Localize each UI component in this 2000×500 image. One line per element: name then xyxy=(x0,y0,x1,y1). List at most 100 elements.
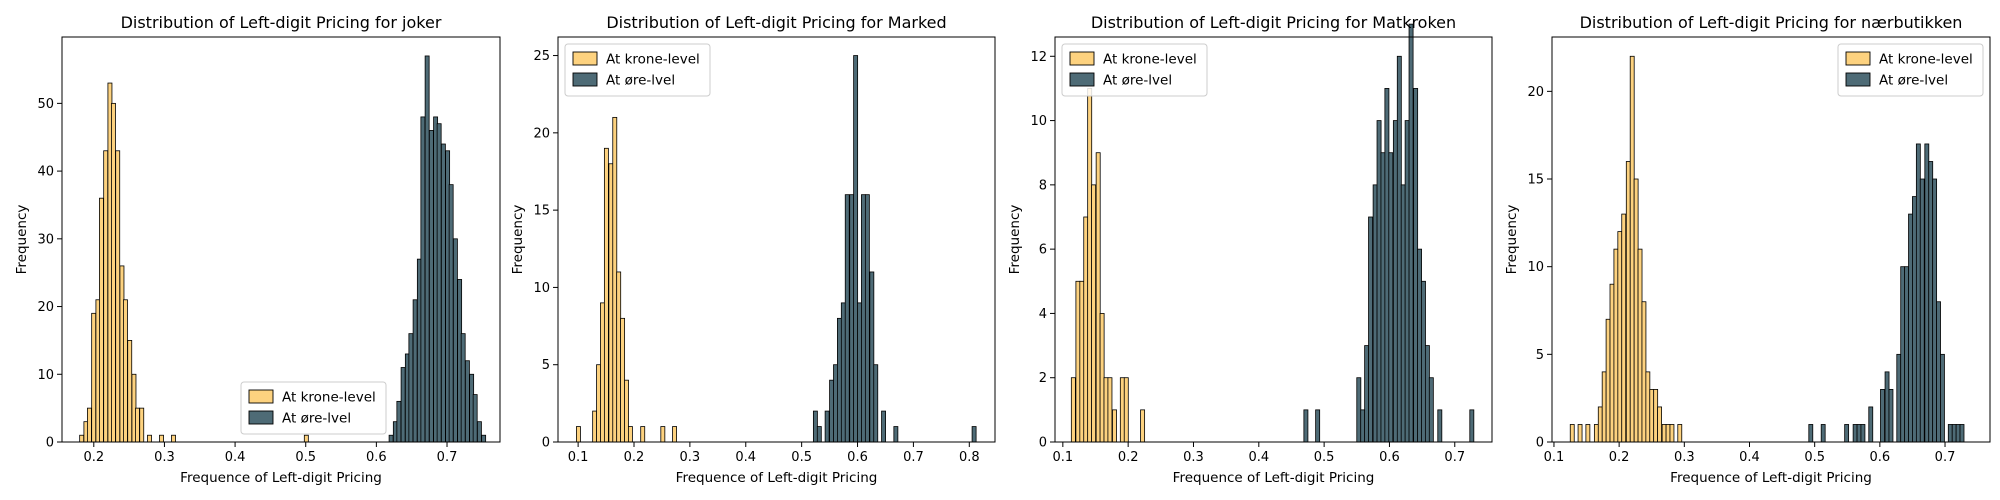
histogram-bar xyxy=(1364,345,1370,443)
histogram-bar xyxy=(1932,178,1938,443)
legend-label: At krone-level xyxy=(1879,52,1973,68)
chart-panel-2: 0.1 0.2 0.3 0.4 0.5 0.6 0.7 0.8 0 5 10 15 20 25 Distri… xyxy=(510,13,996,486)
histogram-bar xyxy=(1880,388,1885,443)
histogram-bar xyxy=(1372,184,1378,443)
histogram-bar xyxy=(1577,424,1583,443)
axes-frame xyxy=(1551,36,1991,443)
histogram-bar xyxy=(576,426,581,443)
y-axis-label: Frequency xyxy=(1504,205,1520,275)
histogram-bar xyxy=(1112,409,1117,443)
histogram-bar xyxy=(1376,120,1382,443)
histogram-bar xyxy=(857,302,862,443)
histogram-bar xyxy=(1633,178,1639,443)
histogram-bar xyxy=(1649,388,1655,443)
y-tick-label: 20 xyxy=(1527,85,1544,100)
x-tick-label: 0.2 xyxy=(83,450,104,465)
histogram-bar xyxy=(1469,409,1475,443)
histogram-bar xyxy=(1665,424,1671,443)
histogram-bar xyxy=(612,116,618,443)
histogram-bar xyxy=(1844,424,1850,443)
histogram-bar xyxy=(1860,424,1866,443)
histogram-bar xyxy=(1421,280,1426,443)
legend-label: At øre-lvel xyxy=(606,73,675,89)
histogram-bar xyxy=(600,302,605,443)
histogram-bar xyxy=(1303,409,1309,443)
y-tick-label: 2 xyxy=(1039,371,1047,386)
y-tick-label: 0 xyxy=(1536,436,1544,451)
histogram-bar xyxy=(592,410,598,443)
legend-label: At krone-level xyxy=(1103,52,1197,68)
legend: At krone-level At øre-lvel xyxy=(1837,43,1984,97)
histogram-bar xyxy=(616,271,622,443)
histogram-bar xyxy=(849,194,855,443)
histogram-bar xyxy=(596,364,601,443)
chart-title: Distribution of Left-digit Pricing for j… xyxy=(121,13,442,32)
legend-label: At øre-lvel xyxy=(282,411,351,427)
axes-frame xyxy=(1054,36,1493,443)
histogram-bar xyxy=(861,194,866,443)
x-axis-label: Frequence of Left-digit Pricing xyxy=(1173,470,1375,486)
x-tick-label: 0.7 xyxy=(903,450,924,465)
histogram-bar xyxy=(1428,377,1434,443)
histogram-bar xyxy=(440,143,446,443)
histogram-bar xyxy=(971,426,977,443)
x-tick-label: 0.7 xyxy=(1935,450,1956,465)
histogram-bar xyxy=(111,102,116,443)
histogram-bar xyxy=(139,407,145,443)
y-tick-label: 5 xyxy=(542,358,550,373)
y-tick-label: 10 xyxy=(37,368,54,383)
x-tick-label: 0.5 xyxy=(295,450,316,465)
histogram-bar xyxy=(1613,248,1619,443)
x-tick-label: 0.7 xyxy=(1444,450,1465,465)
legend-swatch xyxy=(572,72,598,87)
x-tick-label: 0.3 xyxy=(1183,450,1204,465)
axes-frame xyxy=(557,36,996,443)
histogram-bar xyxy=(1400,184,1406,443)
x-tick-label: 0.2 xyxy=(1118,450,1139,465)
x-tick-label: 0.1 xyxy=(1544,450,1565,465)
histogram-bar xyxy=(436,123,442,443)
histogram-bar xyxy=(1896,353,1902,443)
histogram-bar xyxy=(812,410,818,443)
histogram-bar xyxy=(1617,231,1623,443)
y-axis-label: Frequency xyxy=(1007,205,1023,275)
histogram-bar xyxy=(1413,88,1419,443)
histogram-bar xyxy=(1657,406,1662,443)
histogram-bar xyxy=(853,55,859,443)
histogram-bar xyxy=(1856,424,1862,443)
histogram-bar xyxy=(608,163,614,443)
histogram-bar xyxy=(91,312,97,443)
histogram-bar xyxy=(881,410,886,443)
histogram-bar xyxy=(833,364,838,443)
histogram-bar xyxy=(123,299,128,443)
histogram-bar xyxy=(873,364,879,443)
histogram-bar xyxy=(412,299,418,443)
histogram-bar xyxy=(481,434,487,443)
x-tick-label: 0.6 xyxy=(1379,450,1400,465)
x-tick-label: 0.5 xyxy=(1314,450,1335,465)
histogram-bar xyxy=(1569,424,1575,443)
x-tick-label: 0.7 xyxy=(437,450,458,465)
histogram-bar xyxy=(1424,345,1430,443)
histogram-bar xyxy=(1437,409,1443,443)
histogram-bar xyxy=(460,333,466,443)
histogram-bar xyxy=(1384,88,1390,443)
histogram-bar xyxy=(829,379,835,443)
histogram-bar xyxy=(1408,23,1414,443)
histogram-bar xyxy=(1597,406,1603,443)
legend-box xyxy=(1837,43,1984,97)
histogram-bar xyxy=(620,317,626,443)
histogram-bar xyxy=(1091,184,1097,443)
series-krone xyxy=(1070,88,1146,443)
y-tick-label: 30 xyxy=(37,232,54,247)
y-tick-label: 10 xyxy=(1527,260,1544,275)
histogram-bar xyxy=(1653,388,1659,443)
histogram-bar xyxy=(1083,216,1089,443)
series-krone xyxy=(79,82,309,443)
histogram-bar xyxy=(1808,424,1814,443)
x-tick-label: 0.3 xyxy=(1674,450,1695,465)
series-krone xyxy=(1569,55,1683,443)
histogram-bar xyxy=(1585,424,1591,443)
histogram-bar xyxy=(1107,377,1113,443)
